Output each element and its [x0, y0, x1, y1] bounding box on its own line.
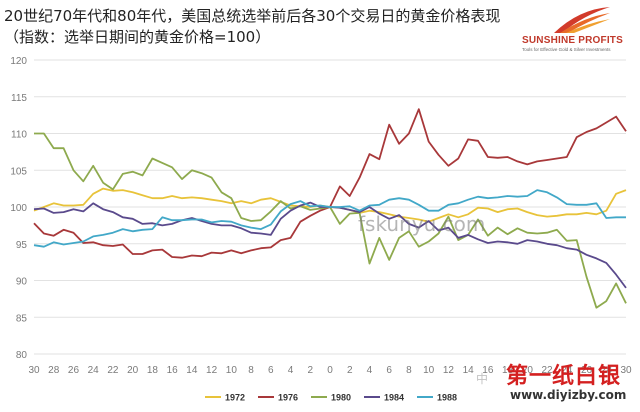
legend-label-1984: 1984 — [384, 393, 404, 403]
x-tick-label: 12 — [206, 365, 218, 376]
x-tick-label: 28 — [48, 365, 60, 376]
x-tick-label: 6 — [386, 365, 392, 376]
series-line-1976 — [33, 108, 627, 259]
y-tick-label: 120 — [10, 56, 27, 67]
watermark-cn: 中 — [476, 372, 489, 386]
x-tick-label: 24 — [561, 365, 573, 376]
x-tick-label: 20 — [522, 365, 534, 376]
series-line-1980 — [34, 132, 627, 309]
x-tick-label: 16 — [167, 365, 179, 376]
x-tick-label: 2 — [307, 365, 313, 376]
x-tick-label: 20 — [127, 365, 139, 376]
logo-tagline: Tools for Effective Gold & Silver Invest… — [522, 47, 611, 52]
watermark-url: www.diyizby.com — [510, 388, 627, 402]
x-tick-label: 8 — [406, 365, 412, 376]
y-tick-label: 110 — [11, 130, 27, 141]
legend-label-1972: 1972 — [225, 393, 245, 403]
x-tick-label: 2 — [347, 365, 353, 376]
x-tick-label: 10 — [423, 365, 435, 376]
chart-title: 20世纪70年代和80年代，美国总统选举前后各30个交易日的黄金价格表现 — [4, 7, 501, 25]
x-tick-label: 26 — [68, 365, 80, 376]
chart-subtitle: （指数：选举日期间的黄金价格=100） — [4, 28, 271, 46]
x-tick-label: 18 — [502, 365, 514, 376]
watermark-brand: 第一纸白银 — [506, 364, 622, 389]
x-tick-label: 30 — [620, 365, 632, 376]
x-tick-label: 18 — [147, 365, 159, 376]
y-tick-label: 90 — [16, 277, 28, 288]
x-tick-label: 14 — [463, 365, 475, 376]
y-tick-label: 115 — [11, 93, 27, 104]
sunshine-profits-logo: SUNSHINE PROFITS Tools for Effective Gol… — [522, 5, 634, 57]
x-tick-label: 30 — [28, 365, 40, 376]
x-tick-label: 28 — [601, 365, 613, 376]
x-tick-label: 4 — [367, 365, 373, 376]
x-tick-label: 26 — [581, 365, 593, 376]
sun-rays-icon — [554, 7, 610, 33]
series-line-1988 — [33, 189, 626, 248]
watermark-center: fskunyu.com — [358, 212, 486, 236]
x-tick-label: 22 — [542, 365, 554, 376]
x-tick-label: 10 — [226, 365, 238, 376]
x-tick-label: 6 — [268, 365, 274, 376]
y-tick-label: 85 — [16, 313, 28, 324]
x-tick-label: 8 — [248, 365, 254, 376]
logo-name: SUNSHINE PROFITS — [522, 35, 623, 46]
y-tick-label: 105 — [10, 166, 27, 177]
x-tick-label: 4 — [288, 365, 294, 376]
legend-label-1988: 1988 — [437, 393, 457, 403]
legend-label-1976: 1976 — [278, 393, 298, 403]
y-tick-label: 80 — [16, 350, 28, 361]
x-tick-label: 12 — [443, 365, 455, 376]
x-tick-label: 24 — [88, 365, 100, 376]
y-tick-label: 100 — [10, 203, 27, 214]
x-tick-label: 0 — [327, 365, 333, 376]
x-tick-label: 16 — [482, 365, 494, 376]
x-tick-label: 22 — [107, 365, 119, 376]
legend-label-1980: 1980 — [331, 393, 351, 403]
y-tick-label: 95 — [16, 240, 28, 251]
x-tick-label: 14 — [186, 365, 198, 376]
